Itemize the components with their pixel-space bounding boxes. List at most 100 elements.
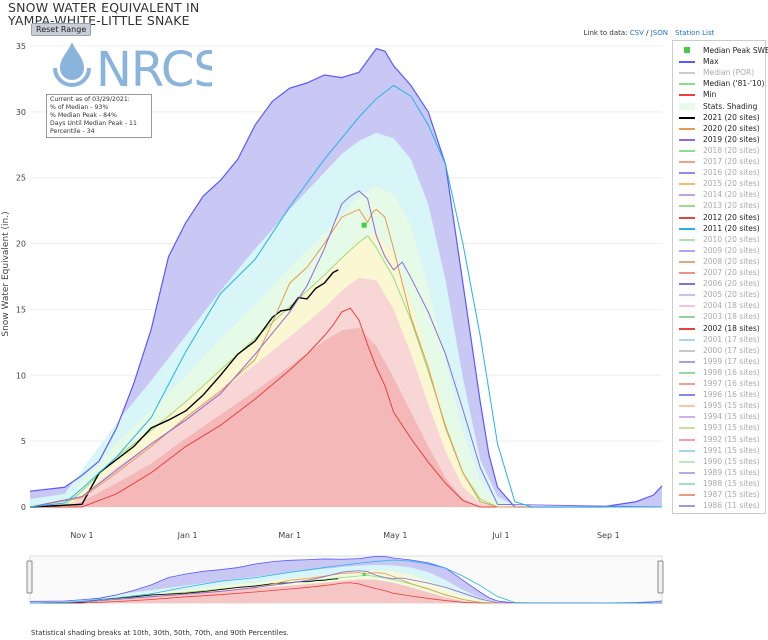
- band-10-30: [30, 277, 662, 507]
- legend-label: 2003 (18 sites): [703, 312, 760, 322]
- legend-swatch: [679, 172, 695, 175]
- legend-swatch: [679, 102, 695, 110]
- mini-peak-marker: [362, 572, 366, 576]
- range-handle-left[interactable]: [26, 560, 33, 594]
- legend-label: 1997 (16 sites): [703, 379, 760, 388]
- y-tick-label: 5: [21, 437, 26, 446]
- legend-swatch: [679, 305, 695, 308]
- legend-swatch: [679, 227, 695, 230]
- legend-label: 1998 (16 sites): [703, 367, 760, 377]
- legend-label: 1986 (11 sites): [703, 501, 760, 511]
- legend-swatch: [679, 438, 695, 441]
- y-tick-label: 25: [16, 174, 26, 183]
- legend-swatch: [679, 349, 695, 352]
- legend-label: 2011 (20 sites): [703, 223, 760, 233]
- legend-label: Median (POR): [703, 68, 755, 78]
- band-70-90: [30, 132, 662, 507]
- current-status-box: Current as of 03/29/2021: % of Median - …: [46, 94, 152, 138]
- legend-label: 2013 (20 sites): [703, 201, 760, 211]
- legend-swatch: [679, 83, 695, 86]
- legend-swatch: [679, 471, 695, 474]
- mini-series-line: [29, 555, 663, 604]
- legend-label: 2020 (20 sites): [703, 123, 760, 133]
- series-line-2011-20-sites-: [29, 84, 662, 508]
- legend-label: 1993 (15 sites): [703, 423, 760, 433]
- legend-swatch: [679, 283, 695, 286]
- mini-series-line: [29, 570, 663, 604]
- legend-swatch: [679, 482, 695, 485]
- legend-swatch: [679, 327, 695, 330]
- legend-swatch: [679, 272, 695, 274]
- legend-swatch: [679, 249, 695, 252]
- legend-label: 2006 (20 sites): [703, 279, 760, 289]
- mini-band-min-30: [30, 579, 662, 603]
- station-list-link[interactable]: Station List: [675, 29, 715, 37]
- legend-label: 2012 (20 sites): [703, 212, 760, 222]
- info-line: Days Until Median Peak - 11: [50, 120, 137, 127]
- y-tick-label: 20: [16, 240, 26, 249]
- legend-swatch: [679, 238, 695, 241]
- legend-swatch: [679, 494, 695, 496]
- legend-swatch: [679, 449, 695, 452]
- band-min-10: [30, 327, 662, 507]
- legend-swatch: [679, 116, 695, 119]
- mini-band-70-90: [30, 564, 662, 603]
- legend-swatch: [679, 405, 695, 408]
- legend-label: 1995 (15 sites): [703, 401, 760, 411]
- legend-swatch: [679, 194, 695, 197]
- legend-label: Median ('81-'10): [703, 79, 765, 89]
- series-line-2020-20-sites-: [29, 208, 662, 508]
- footnote: Statistical shading breaks at 10th, 30th…: [31, 629, 289, 637]
- legend-label: 1999 (17 sites): [703, 356, 760, 366]
- legend-swatch: [679, 460, 695, 463]
- reset-range-button[interactable]: Reset Range: [31, 23, 92, 36]
- legend-swatch: [679, 505, 695, 508]
- legend-label: 1996 (16 sites): [703, 390, 760, 400]
- legend-swatch: [679, 316, 695, 319]
- legend-label: 2000 (17 sites): [703, 345, 760, 355]
- legend-label: 1992 (15 sites): [703, 434, 760, 444]
- x-tick-label: Sep 1: [597, 531, 620, 540]
- legend-label: 2009 (20 sites): [703, 245, 760, 255]
- legend-swatch: [679, 161, 695, 163]
- legend-swatch: [679, 61, 695, 64]
- x-tick-label: Nov 1: [70, 531, 93, 540]
- legend-swatch: [679, 94, 695, 97]
- logo-text: NRCS: [96, 42, 212, 94]
- link-prefix: Link to data:: [583, 29, 628, 37]
- legend-label: 1989 (15 sites): [703, 467, 760, 477]
- link-separator: /: [646, 29, 649, 37]
- legend-label: 2010 (20 sites): [703, 234, 760, 244]
- y-axis-label: Snow Water Equivalent (in.): [1, 211, 11, 336]
- legend-label: Stats. Shading: [703, 101, 758, 111]
- legend-label: 2008 (20 sites): [703, 256, 760, 266]
- info-line: % Median Peak - 84%: [50, 112, 117, 119]
- x-tick-label: Mar 1: [278, 531, 301, 540]
- legend-swatch: [679, 427, 695, 430]
- x-tick-label: Jan 1: [177, 531, 198, 540]
- legend-swatch: [679, 338, 695, 341]
- legend-swatch: [679, 294, 695, 297]
- legend-label: 2021 (20 sites): [703, 112, 760, 122]
- series-line-2019-20-sites-: [29, 190, 663, 508]
- mini-series-line: [29, 559, 662, 604]
- range-handle-right[interactable]: [657, 560, 664, 594]
- legend-label: Median Peak SWE: [703, 46, 768, 55]
- info-line: % of Median - 93%: [50, 104, 109, 111]
- legend-label: 2017 (20 sites): [703, 157, 760, 166]
- legend-label: Min: [703, 90, 717, 100]
- legend-swatch: [679, 138, 695, 141]
- legend-label: 2014 (20 sites): [703, 190, 760, 200]
- legend-label: 2002 (18 sites): [703, 323, 760, 333]
- legend-swatch: [679, 416, 695, 419]
- series-line-min: [30, 307, 662, 508]
- water-drop-icon: NRCS: [53, 42, 224, 98]
- legend-swatch: [679, 183, 695, 186]
- legend-label: 2019 (20 sites): [703, 134, 760, 144]
- legend-swatch: [679, 149, 695, 152]
- legend-swatch: [679, 394, 695, 397]
- json-link[interactable]: JSON: [650, 29, 668, 37]
- legend-swatch: [679, 360, 695, 363]
- csv-link[interactable]: CSV: [629, 29, 644, 37]
